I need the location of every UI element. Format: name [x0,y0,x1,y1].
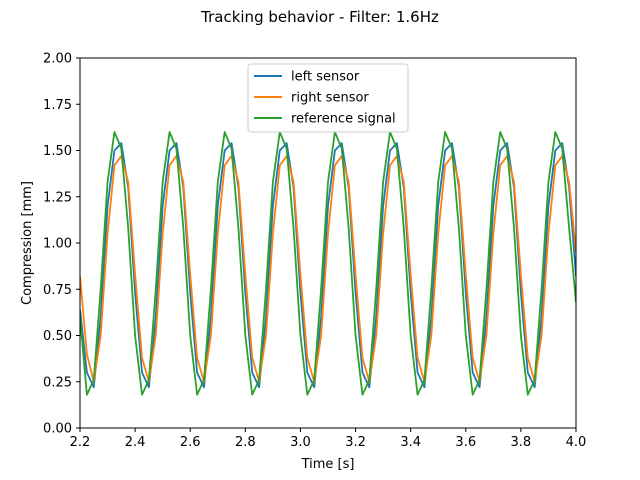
y-tick-label: 1.25 [43,190,72,205]
x-tick-label: 3.2 [345,435,366,450]
y-tick-label: 0.25 [43,375,72,390]
legend-label-reference-signal: reference signal [291,112,396,127]
x-tick-label: 3.6 [455,435,476,450]
series-layer [80,131,576,396]
x-tick-label: 2.8 [235,435,256,450]
x-tick-label: 2.2 [70,435,91,450]
series-line-right-sensor [80,155,576,383]
x-tick-label: 3.8 [511,435,532,450]
x-tick-label: 2.4 [125,435,146,450]
x-axis: 2.2 2.4 2.6 2.8 3.0 3.2 3.4 3.6 3.8 4.0 [70,428,587,450]
x-tick-label: 3.4 [400,435,421,450]
legend: left sensor right sensor reference signal [247,63,409,133]
y-tick-label: 0.75 [43,283,72,298]
x-tick-label: 4.0 [566,435,587,450]
x-tick-label: 3.0 [290,435,311,450]
y-tick-label: 2.00 [43,52,72,67]
y-axis-label: Compression [mm] [20,181,35,305]
y-tick-label: 0.00 [43,422,72,437]
legend-box [247,63,409,133]
x-axis-label: Time [s] [301,457,355,472]
y-tick-label: 1.75 [43,98,72,113]
y-axis: 0.00 0.25 0.50 0.75 1.00 1.25 1.50 1.75 2.00 [43,52,80,437]
series-line-left-sensor [80,142,576,389]
legend-label-right-sensor: right sensor [291,91,369,106]
y-tick-label: 1.00 [43,237,72,252]
y-tick-label: 1.50 [43,144,72,159]
series-line-reference-signal [80,131,576,396]
y-tick-label: 0.50 [43,329,72,344]
x-tick-label: 2.6 [180,435,201,450]
chart-title: Tracking behavior - Filter: 1.6Hz [200,8,439,26]
legend-label-left-sensor: left sensor [291,70,360,85]
